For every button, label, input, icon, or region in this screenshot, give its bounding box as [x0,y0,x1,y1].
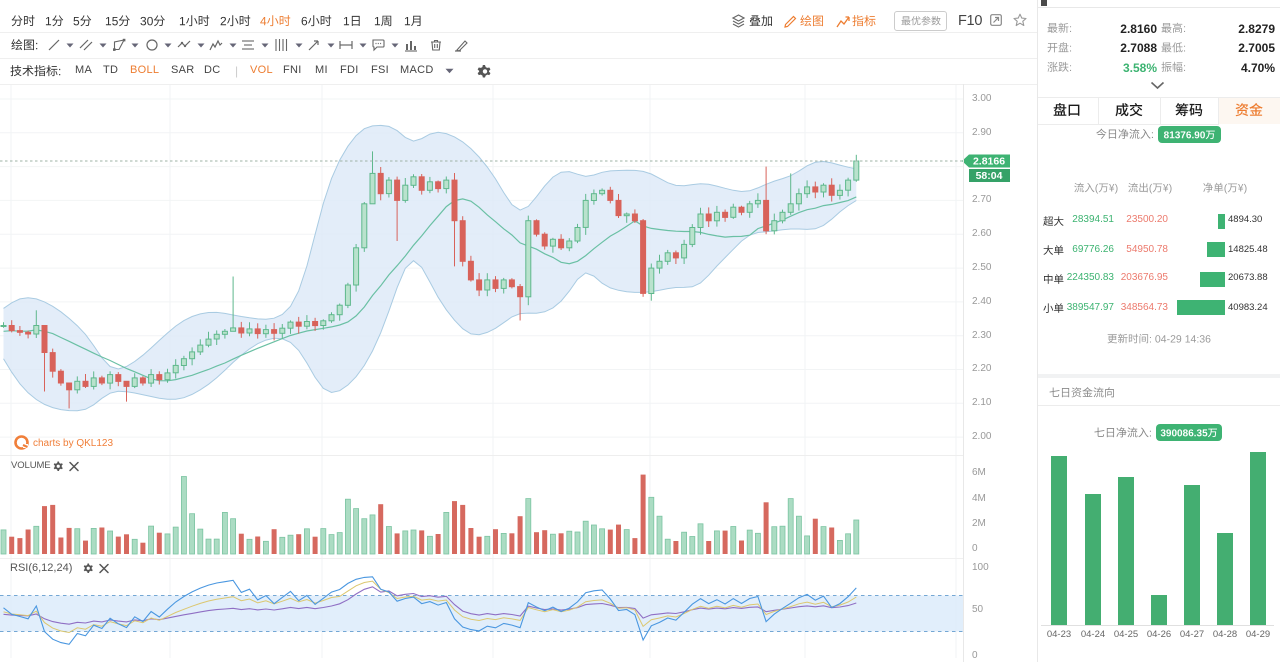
svg-text:2.8166: 2.8166 [973,156,1005,168]
svg-text:58:04: 58:04 [976,170,1003,182]
